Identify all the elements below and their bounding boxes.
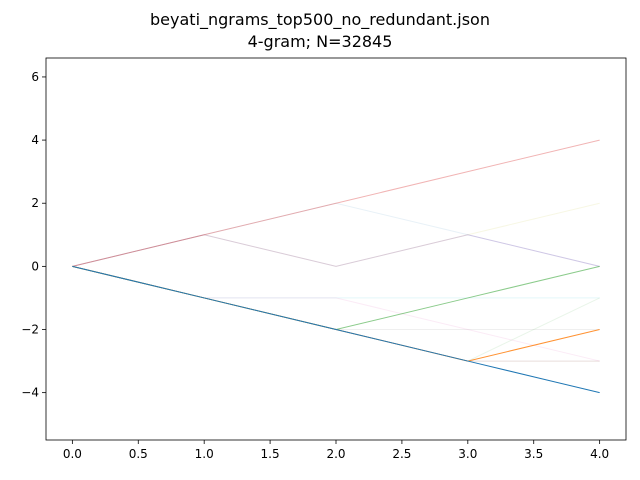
series-line-11 bbox=[72, 265, 600, 362]
axes-frame bbox=[45, 57, 627, 441]
chart-title-line1: beyati_ngrams_top500_no_redundant.json bbox=[150, 10, 490, 29]
x-axis: 0.0 0.5 1.0 1.5 2.0 2.5 3.0 3.5 4.0 bbox=[63, 440, 609, 461]
series-line-9 bbox=[72, 265, 600, 299]
x-tick-label: 2.0 bbox=[326, 447, 345, 461]
y-tick-label: −4 bbox=[21, 386, 39, 400]
series-layer bbox=[72, 139, 600, 394]
series-line-8 bbox=[72, 202, 600, 267]
series-line-0 bbox=[72, 265, 600, 394]
series-line-5 bbox=[72, 265, 600, 362]
y-tick-label: 0 bbox=[31, 259, 39, 273]
series-line-10 bbox=[72, 202, 600, 267]
chart-title-line2: 4-gram; N=32845 bbox=[247, 32, 393, 51]
x-tick-label: 2.5 bbox=[392, 447, 411, 461]
x-tick-label: 1.0 bbox=[195, 447, 214, 461]
x-tick-label: 1.5 bbox=[261, 447, 280, 461]
series-line-6 bbox=[72, 265, 600, 362]
x-tick-label: 0.0 bbox=[63, 447, 82, 461]
y-tick-label: 2 bbox=[31, 196, 39, 210]
y-tick-label: 4 bbox=[31, 133, 39, 147]
series-line-1 bbox=[72, 265, 600, 362]
series-line-4 bbox=[72, 234, 600, 267]
x-tick-label: 3.5 bbox=[524, 447, 543, 461]
x-tick-label: 4.0 bbox=[590, 447, 609, 461]
y-tick-label: 6 bbox=[31, 70, 39, 84]
x-tick-label: 3.0 bbox=[458, 447, 477, 461]
x-tick-label: 0.5 bbox=[129, 447, 148, 461]
y-tick-label: −2 bbox=[21, 323, 39, 337]
series-line-3 bbox=[72, 139, 600, 267]
y-axis: −4 −2 0 2 4 6 bbox=[21, 70, 46, 400]
